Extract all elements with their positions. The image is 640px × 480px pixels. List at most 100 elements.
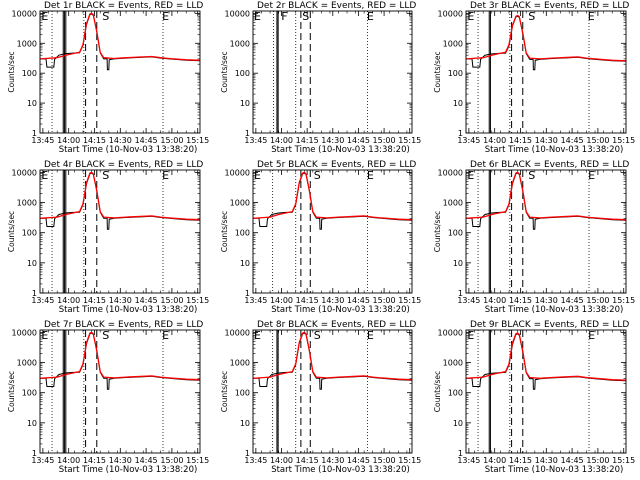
panel-title-detector: Det 7r <box>44 320 73 330</box>
x-tick-label: 14:15 <box>83 296 106 305</box>
interval-marker: E <box>367 329 374 342</box>
x-tick-label: 14:30 <box>535 136 558 145</box>
x-tick-label: 14:30 <box>109 296 132 305</box>
plot-frame <box>39 169 201 294</box>
y-tick-label: 10 <box>240 99 250 108</box>
interval-marker: E <box>588 329 595 342</box>
panel-title-detector: Det 6r <box>470 160 499 170</box>
interval-marker: E <box>588 169 595 182</box>
y-tick-label: 1000 <box>17 199 37 208</box>
detector-panel: Det 3r BLACK = Events, RED = LLD 1 10 100 10… <box>433 1 635 155</box>
x-tick-label: 14:15 <box>296 136 319 145</box>
y-tick-label: 10000 <box>225 168 250 177</box>
y-tick-label: 1000 <box>443 199 463 208</box>
interval-marker: S <box>102 10 109 23</box>
interval-marker: S <box>314 329 321 342</box>
y-tick-label: 10 <box>240 419 250 428</box>
x-tick-label: 15:00 <box>586 136 609 145</box>
y-axis-label: Counts/sec <box>220 371 229 412</box>
x-tick-label: 15:15 <box>186 456 209 465</box>
panel-title: Det 5r BLACK = Events, RED = LLD <box>257 160 416 170</box>
x-tick-label: 15:15 <box>612 456 635 465</box>
panel-title-legend: BLACK = Events, RED = LLD <box>498 1 629 11</box>
interval-marker: E <box>41 329 48 342</box>
x-tick-label: 14:30 <box>321 296 344 305</box>
y-tick-label: 1000 <box>443 39 463 48</box>
y-axis-label: Counts/sec <box>433 371 442 412</box>
interval-marker: F <box>281 10 287 23</box>
x-tick-label: 14:45 <box>347 136 370 145</box>
x-tick-label: 14:15 <box>509 136 532 145</box>
x-tick-label: 14:45 <box>135 456 158 465</box>
y-tick-label: 100 <box>235 69 250 78</box>
interval-marker: E <box>367 10 374 23</box>
x-tick-label: 14:15 <box>509 456 532 465</box>
lld-rate-series <box>39 12 201 61</box>
x-tick-label: 14:00 <box>270 456 293 465</box>
y-tick-label: 10 <box>27 419 37 428</box>
x-tick-label: 14:15 <box>509 296 532 305</box>
y-tick-label: 1 <box>245 129 250 138</box>
y-tick-label: 10000 <box>438 168 463 177</box>
plot-frame <box>252 329 413 454</box>
x-tick-label: 13:45 <box>31 136 54 145</box>
x-tick-label: 14:00 <box>483 136 506 145</box>
lld-rate-series <box>252 171 413 221</box>
y-axis-label: Counts/sec <box>7 51 16 92</box>
x-tick-label: 14:00 <box>57 456 80 465</box>
interval-marker: E <box>588 10 595 23</box>
x-axis-label: Start Time (10-Nov-03 13:38:20) <box>485 145 624 155</box>
y-tick-label: 100 <box>22 389 37 398</box>
x-axis-label: Start Time (10-Nov-03 13:38:20) <box>59 305 198 315</box>
y-tick-label: 10 <box>453 99 463 108</box>
x-axis-label: Start Time (10-Nov-03 13:38:20) <box>271 465 410 475</box>
panel-title-legend: BLACK = Events, RED = LLD <box>285 320 416 330</box>
panel-title: Det 1r BLACK = Events, RED = LLD <box>44 1 203 11</box>
panel-title: Det 7r BLACK = Events, RED = LLD <box>44 320 203 330</box>
y-axis-label: Counts/sec <box>433 211 442 252</box>
interval-marker: E <box>162 329 169 342</box>
interval-marker: E <box>162 10 169 23</box>
x-tick-label: 14:00 <box>270 296 293 305</box>
x-tick-label: 14:45 <box>347 456 370 465</box>
y-tick-label: 1000 <box>230 39 250 48</box>
x-tick-label: 13:45 <box>457 296 480 305</box>
y-tick-label: 1 <box>458 449 463 458</box>
x-tick-label: 15:00 <box>373 136 396 145</box>
x-tick-label: 14:00 <box>270 136 293 145</box>
interval-marker: E <box>254 329 261 342</box>
x-tick-label: 15:00 <box>160 136 183 145</box>
y-tick-label: 10 <box>27 99 37 108</box>
x-tick-label: 14:00 <box>483 456 506 465</box>
x-tick-label: 13:45 <box>457 136 480 145</box>
interval-marker: S <box>528 169 535 182</box>
x-tick-label: 13:45 <box>244 456 267 465</box>
y-tick-label: 1000 <box>17 39 37 48</box>
panel-title: Det 6r BLACK = Events, RED = LLD <box>470 160 629 170</box>
y-tick-label: 10 <box>453 259 463 268</box>
y-tick-label: 100 <box>448 389 463 398</box>
panel-title: Det 3r BLACK = Events, RED = LLD <box>470 1 629 11</box>
plot-frame <box>39 10 201 134</box>
detector-panel: Det 1r BLACK = Events, RED = LLD 1 10 100 10… <box>7 1 209 155</box>
plot-frame <box>252 169 413 294</box>
interval-marker: S <box>102 329 109 342</box>
events-rate-series <box>253 172 413 230</box>
panel-title-legend: BLACK = Events, RED = LLD <box>498 160 629 170</box>
y-tick-label: 1000 <box>230 199 250 208</box>
interval-marker: E <box>467 169 474 182</box>
x-tick-label: 15:15 <box>612 296 635 305</box>
x-tick-label: 14:45 <box>561 296 584 305</box>
x-tick-label: 14:00 <box>483 296 506 305</box>
interval-marker: E <box>467 10 474 23</box>
y-tick-label: 1 <box>32 449 37 458</box>
y-tick-label: 10 <box>453 419 463 428</box>
x-tick-label: 14:00 <box>57 296 80 305</box>
y-tick-label: 10000 <box>438 9 463 18</box>
x-tick-label: 15:00 <box>160 456 183 465</box>
panel-title-detector: Det 1r <box>44 1 73 11</box>
y-tick-label: 10000 <box>12 328 37 337</box>
panel-title: Det 8r BLACK = Events, RED = LLD <box>257 320 416 330</box>
panel-title-legend: BLACK = Events, RED = LLD <box>285 160 416 170</box>
y-axis-label: Counts/sec <box>7 211 16 252</box>
